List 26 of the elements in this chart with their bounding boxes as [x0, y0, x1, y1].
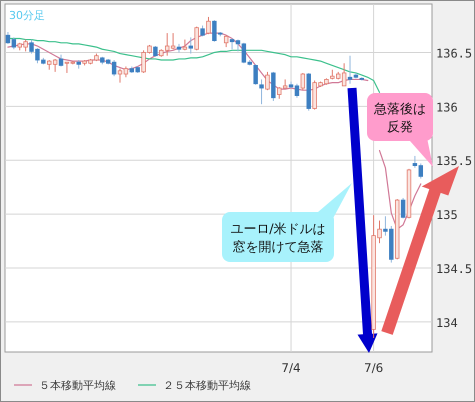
candlestick	[200, 25, 205, 37]
candlestick	[58, 54, 64, 67]
legend-label: ２５本移動平均線	[163, 379, 251, 392]
x-tick-label: 7/4	[281, 361, 301, 375]
y-tick-label: 135	[436, 208, 458, 222]
candlestick	[153, 46, 158, 58]
y-tick-label: 136	[436, 100, 458, 114]
annotation: ユーロ/米ドルは窓を開けて急落	[230, 222, 326, 255]
y-tick-label: 134.5	[436, 262, 472, 276]
candlestick	[188, 36, 194, 54]
y-tick-label: 135.5	[436, 154, 472, 168]
candlestick	[265, 71, 270, 91]
legend-label: ５本移動平均線	[39, 379, 116, 392]
candlestick	[300, 72, 306, 91]
candlestick	[253, 64, 258, 86]
candlestick	[182, 39, 188, 51]
x-tick-label: 7/6	[364, 361, 384, 375]
candlestick	[206, 16, 211, 35]
candlestick	[400, 197, 406, 219]
text: 30分足	[9, 9, 45, 22]
candlestick	[224, 34, 228, 48]
candlestick	[194, 26, 199, 51]
candlestick	[259, 78, 264, 105]
y-tick-label: 134	[436, 316, 458, 330]
annotation: 急落後は反発	[373, 102, 426, 135]
y-tick-label: 136.5	[436, 46, 472, 60]
